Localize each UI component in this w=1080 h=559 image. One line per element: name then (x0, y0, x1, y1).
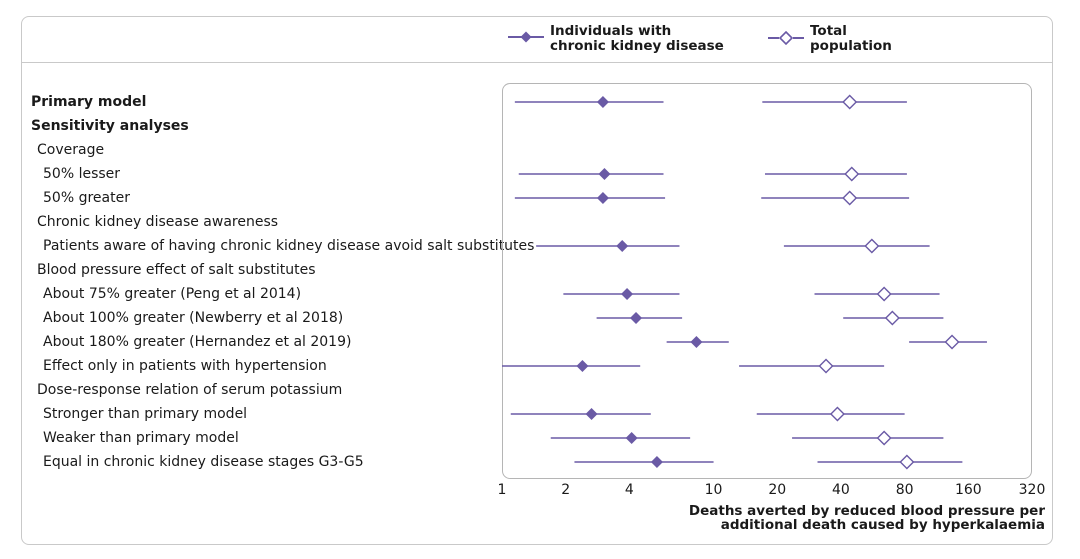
point-estimate-ckd (650, 456, 663, 468)
row-label: Weaker than primary model (43, 430, 239, 446)
point-estimate-ckd (616, 240, 629, 252)
point-estimate-total (842, 94, 858, 110)
row-label: Stronger than primary model (43, 406, 248, 422)
row-label: Sensitivity analyses (31, 118, 189, 134)
row-label: Chronic kidney disease awareness (37, 214, 279, 230)
x-tick-label: 4 (624, 482, 634, 498)
point-estimate-ckd (596, 192, 609, 204)
row-label: Patients aware of having chronic kidney … (43, 238, 535, 254)
point-estimate-total (899, 454, 915, 470)
point-estimate-total (844, 166, 860, 182)
point-estimate-total (818, 358, 834, 374)
row-label: Primary model (31, 94, 147, 110)
point-estimate-total (876, 430, 892, 446)
x-tick-label: 80 (895, 482, 914, 498)
row-label: 50% greater (43, 190, 130, 206)
point-estimate-ckd (690, 336, 703, 348)
legend-item-ckd: Individuals with chronic kidney disease (508, 24, 724, 54)
point-estimate-ckd (625, 432, 638, 444)
point-estimate-ckd (621, 288, 634, 300)
x-tick-label: 40 (832, 482, 850, 498)
x-axis-label: Deaths averted by reduced blood pressure… (688, 503, 1045, 533)
point-estimate-total (944, 334, 960, 350)
point-estimate-ckd (598, 168, 611, 180)
row-label: About 75% greater (Peng et al 2014) (43, 286, 302, 302)
legend-label-ckd: Individuals with chronic kidney disease (550, 23, 724, 54)
point-estimate-ckd (576, 360, 589, 372)
header-divider (21, 62, 1053, 63)
x-tick-label: 1 (497, 482, 507, 498)
point-estimate-total (842, 190, 858, 206)
row-label: Blood pressure effect of salt substitute… (37, 262, 316, 278)
x-tick-label: 320 (1018, 482, 1046, 498)
point-estimate-total (829, 406, 845, 422)
x-tick-label: 20 (768, 482, 787, 498)
x-tick-label: 10 (704, 482, 723, 498)
point-estimate-total (864, 238, 880, 254)
filled-diamond-icon (508, 31, 544, 43)
figure-frame (21, 16, 1053, 545)
x-tick-label: 160 (954, 482, 982, 498)
x-tick-label: 2 (561, 482, 571, 498)
legend-label-total: Total population (810, 23, 892, 54)
row-label: Dose-response relation of serum potassiu… (37, 382, 343, 398)
row-label: Effect only in patients with hypertensio… (43, 358, 327, 374)
legend-item-total: Total population (768, 24, 892, 54)
row-label: Coverage (37, 142, 105, 158)
row-label: 50% lesser (43, 166, 121, 182)
row-label: About 180% greater (Hernandez et al 2019… (43, 334, 352, 350)
point-estimate-ckd (596, 96, 609, 108)
open-diamond-icon (768, 31, 804, 45)
row-label: Equal in chronic kidney disease stages G… (43, 454, 364, 470)
plot-area (502, 83, 1032, 479)
point-estimate-ckd (585, 408, 598, 420)
point-estimate-total (876, 286, 892, 302)
point-estimate-total (884, 310, 900, 326)
point-estimate-ckd (630, 312, 643, 324)
row-label: About 100% greater (Newberry et al 2018) (43, 310, 344, 326)
